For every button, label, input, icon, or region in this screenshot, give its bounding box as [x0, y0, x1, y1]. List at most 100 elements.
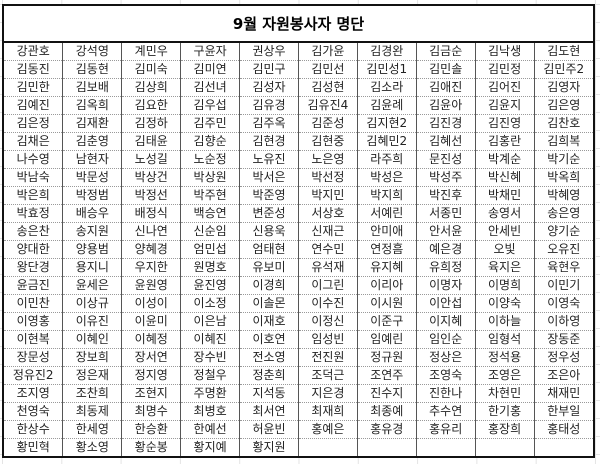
name-cell[interactable]: 황소영: [62, 438, 123, 456]
name-cell[interactable]: 정상은: [416, 348, 476, 367]
name-cell[interactable]: 정춘희: [239, 366, 299, 385]
name-cell[interactable]: 윤금진: [4, 276, 64, 295]
name-cell[interactable]: 김요한: [121, 96, 182, 115]
name-cell[interactable]: 홍장희: [475, 420, 535, 439]
name-cell[interactable]: 최동제: [62, 402, 123, 421]
name-cell[interactable]: 이지혜: [416, 312, 476, 331]
name-cell[interactable]: 서종민: [416, 204, 476, 223]
name-cell[interactable]: 권상우: [239, 43, 299, 61]
name-cell[interactable]: 박계순: [475, 150, 535, 169]
name-cell[interactable]: 안미애: [357, 222, 417, 241]
name-cell[interactable]: 이현복: [4, 330, 64, 349]
name-cell[interactable]: 김선녀: [180, 78, 241, 97]
name-cell[interactable]: 김혜민2: [357, 132, 417, 151]
name-cell[interactable]: 이수진: [298, 294, 358, 313]
name-cell[interactable]: 김태윤: [121, 132, 182, 151]
name-cell[interactable]: 김정하: [121, 114, 182, 133]
name-cell[interactable]: 연수민: [298, 240, 358, 259]
name-cell[interactable]: 엄민섭: [180, 240, 241, 259]
name-cell[interactable]: 김민성1: [357, 60, 417, 79]
name-cell[interactable]: 이상규: [62, 294, 123, 313]
name-cell[interactable]: 이리아: [357, 276, 417, 295]
name-cell[interactable]: 이성이: [121, 294, 182, 313]
name-cell[interactable]: 박상원: [180, 168, 241, 187]
name-cell[interactable]: 지석동: [239, 384, 299, 403]
name-cell[interactable]: 김애진: [416, 78, 476, 97]
name-cell[interactable]: 이영홍: [4, 312, 64, 331]
name-cell[interactable]: 김금순: [416, 43, 476, 61]
name-cell[interactable]: 이호연: [239, 330, 299, 349]
name-cell[interactable]: 김민한: [4, 78, 64, 97]
name-cell[interactable]: 김채은: [4, 132, 64, 151]
name-cell[interactable]: 안서윤: [416, 222, 476, 241]
name-cell[interactable]: 배승우: [62, 204, 123, 223]
name-cell[interactable]: 서상호: [298, 204, 358, 223]
name-cell[interactable]: 양기순: [534, 222, 593, 241]
name-cell[interactable]: 박서은: [239, 168, 299, 187]
name-cell[interactable]: 정지영: [121, 366, 182, 385]
name-cell[interactable]: 윤세은: [62, 276, 123, 295]
name-cell[interactable]: 김윤아: [416, 96, 476, 115]
name-cell[interactable]: 이안섭: [416, 294, 476, 313]
name-cell[interactable]: 한상수: [4, 420, 64, 439]
name-cell[interactable]: 김민구: [239, 60, 299, 79]
name-cell[interactable]: 홍유리: [416, 420, 476, 439]
name-cell[interactable]: 정우성: [534, 348, 593, 367]
name-cell[interactable]: 송은찬: [4, 222, 64, 241]
name-cell[interactable]: 이그린: [298, 276, 358, 295]
name-cell[interactable]: 주명환: [180, 384, 241, 403]
name-cell[interactable]: 박주현: [180, 186, 241, 205]
name-cell[interactable]: 김윤지: [475, 96, 535, 115]
name-cell[interactable]: 이소정: [180, 294, 241, 313]
name-cell[interactable]: 김희복: [534, 132, 593, 151]
name-cell[interactable]: 김유진4: [298, 96, 358, 115]
name-cell[interactable]: 한예선: [180, 420, 241, 439]
name-cell[interactable]: 김향순: [180, 132, 241, 151]
name-cell[interactable]: 박효정: [4, 204, 64, 223]
name-cell[interactable]: 홍예은: [298, 420, 358, 439]
name-cell[interactable]: 김낙생: [475, 43, 535, 61]
name-cell[interactable]: 조영숙: [416, 366, 476, 385]
name-cell[interactable]: 김도현: [534, 43, 593, 61]
name-cell[interactable]: 최명수: [121, 402, 182, 421]
name-cell[interactable]: 박옥희: [534, 168, 593, 187]
name-cell[interactable]: 전진원: [298, 348, 358, 367]
name-cell[interactable]: 채재민: [534, 384, 593, 403]
name-cell[interactable]: 임예린: [357, 330, 417, 349]
name-cell[interactable]: 조은아: [534, 366, 593, 385]
name-cell[interactable]: 조연주: [357, 366, 417, 385]
name-cell[interactable]: 박정선: [121, 186, 182, 205]
name-cell[interactable]: 황지예: [180, 438, 241, 456]
name-cell[interactable]: 이재호: [239, 312, 299, 331]
name-cell[interactable]: 김홍란: [475, 132, 535, 151]
name-cell[interactable]: 김경완: [357, 43, 417, 61]
name-cell[interactable]: 진수지: [357, 384, 417, 403]
name-cell[interactable]: 김상희: [121, 78, 182, 97]
name-cell[interactable]: 박정범: [62, 186, 123, 205]
name-cell[interactable]: 김찬호: [534, 114, 593, 133]
name-cell[interactable]: 김미숙: [121, 60, 182, 79]
name-cell[interactable]: 박지민: [298, 186, 358, 205]
name-cell[interactable]: 김춘영: [62, 132, 123, 151]
name-cell[interactable]: 장수빈: [180, 348, 241, 367]
name-cell[interactable]: 김유경: [239, 96, 299, 115]
name-cell[interactable]: 홍유경: [357, 420, 417, 439]
name-cell[interactable]: 정석용: [475, 348, 535, 367]
name-cell[interactable]: 유희정: [416, 258, 476, 277]
name-cell[interactable]: 송지원: [62, 222, 123, 241]
name-cell[interactable]: [298, 438, 358, 456]
name-cell[interactable]: 김보배: [62, 78, 123, 97]
name-cell[interactable]: 김성자: [239, 78, 299, 97]
name-cell[interactable]: [534, 439, 593, 457]
name-cell[interactable]: 신순임: [180, 222, 241, 241]
name-cell[interactable]: 라주희: [357, 150, 417, 169]
name-cell[interactable]: 김민주2: [534, 60, 593, 79]
name-cell[interactable]: 박채민: [475, 186, 535, 205]
name-cell[interactable]: 이명희: [475, 276, 535, 295]
name-cell[interactable]: 박준영: [239, 186, 299, 205]
name-cell[interactable]: 이솔몬: [239, 294, 299, 313]
name-cell[interactable]: 정철우: [180, 366, 241, 385]
name-cell[interactable]: 박은희: [4, 186, 64, 205]
name-cell[interactable]: 이윤미: [121, 312, 182, 331]
name-cell[interactable]: 김윤례: [357, 96, 417, 115]
